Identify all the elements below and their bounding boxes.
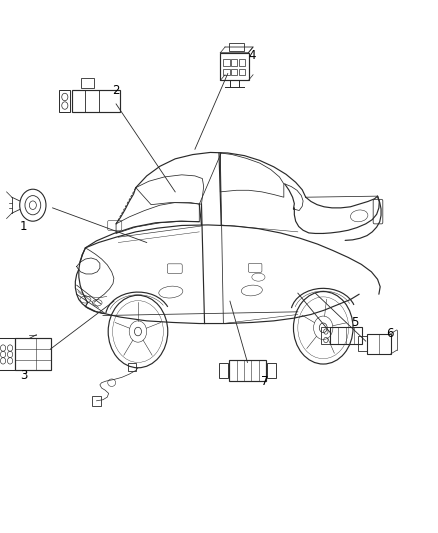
Text: 5: 5 — [351, 316, 358, 329]
Bar — [223, 69, 230, 75]
Bar — [367, 334, 391, 354]
Bar — [0, 338, 15, 370]
Bar — [267, 363, 276, 378]
Bar — [219, 363, 228, 378]
Bar — [128, 362, 136, 371]
Bar — [231, 59, 237, 66]
Bar — [239, 59, 245, 66]
Bar — [15, 338, 51, 370]
Bar — [239, 69, 245, 75]
Bar — [229, 43, 244, 51]
Bar — [358, 336, 367, 351]
Bar — [229, 360, 266, 381]
Bar — [330, 327, 362, 344]
Bar — [60, 90, 70, 112]
Text: 1: 1 — [20, 220, 28, 233]
Text: 3: 3 — [21, 369, 28, 382]
Bar — [72, 90, 120, 112]
Bar — [321, 327, 330, 344]
Bar — [92, 396, 101, 406]
Bar — [223, 59, 230, 66]
Text: 4: 4 — [248, 50, 256, 62]
Text: 6: 6 — [386, 327, 394, 340]
Bar — [220, 53, 249, 80]
Bar — [81, 78, 94, 88]
Bar — [231, 69, 237, 75]
Text: 2: 2 — [112, 84, 120, 97]
Text: 7: 7 — [261, 375, 269, 387]
